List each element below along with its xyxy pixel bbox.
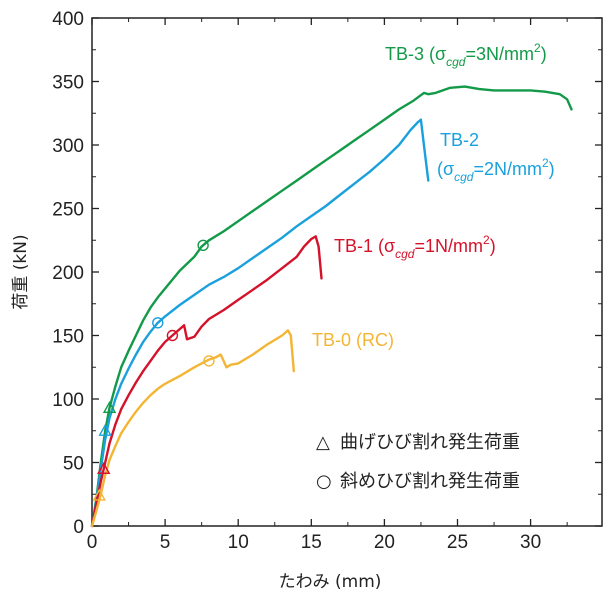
y-axis-ticks: 0 50 100 150 200 250 300 350 400 xyxy=(52,9,602,538)
legend-symbol-flexural: △ xyxy=(316,432,330,453)
x-tick-label: 15 xyxy=(301,532,322,553)
x-tick-label: 25 xyxy=(447,532,468,553)
series-label-tb2: TB-2 xyxy=(440,130,479,150)
y-tick-label: 50 xyxy=(63,454,84,475)
series-line-tb0 xyxy=(90,329,295,528)
series-line-tb3 xyxy=(90,85,573,528)
shear-crack-marker xyxy=(152,317,164,329)
legend-label-flexural: 曲げひび割れ発生荷重 xyxy=(340,432,520,453)
y-tick-label: 200 xyxy=(52,263,84,284)
x-tick-label: 30 xyxy=(520,532,541,553)
flexural-crack-marker xyxy=(102,400,117,413)
y-axis-title: 荷重 (kN) xyxy=(11,234,31,309)
x-tick-label: 0 xyxy=(87,532,98,553)
series-label-tb1: TB-1 (σcgd=1N/mm2) xyxy=(334,233,496,261)
series-line-tb2 xyxy=(90,118,430,528)
series-layer xyxy=(90,85,573,528)
y-tick-label: 350 xyxy=(52,73,84,94)
series-line-tb1 xyxy=(90,235,323,528)
x-tick-label: 20 xyxy=(374,532,395,553)
y-tick-label: 400 xyxy=(52,9,84,30)
legend: △ 曲げひび割れ発生荷重 ○ 斜めひび割れ発生荷重 xyxy=(316,432,520,492)
x-axis-title: たわみ (mm) xyxy=(279,572,382,592)
x-tick-label: 10 xyxy=(228,532,249,553)
flexural-crack-marker xyxy=(97,461,111,474)
shear-crack-marker xyxy=(203,355,215,367)
flexural-crack-marker xyxy=(98,423,112,436)
shear-crack-marker xyxy=(197,239,209,252)
y-tick-label: 250 xyxy=(52,200,84,221)
y-tick-label: 100 xyxy=(52,390,84,411)
y-tick-label: 150 xyxy=(52,327,84,348)
shear-crack-marker xyxy=(166,329,179,342)
legend-label-shear: 斜めひび割れ発生荷重 xyxy=(340,471,520,492)
y-tick-label: 300 xyxy=(52,136,84,157)
series-label-tb0: TB-0 (RC) xyxy=(312,330,394,350)
series-label-tb2-params: (σcgd=2N/mm2) xyxy=(437,156,555,184)
x-tick-label: 5 xyxy=(160,532,171,553)
y-tick-label: 0 xyxy=(73,517,84,538)
x-axis-ticks: 0 5 10 15 20 25 30 xyxy=(87,18,568,553)
flexural-crack-marker xyxy=(92,488,106,501)
crack-marker-layer xyxy=(92,239,215,501)
series-label-tb3: TB-3 (σcgd=3N/mm2) xyxy=(385,41,547,69)
legend-symbol-shear: ○ xyxy=(316,471,332,492)
